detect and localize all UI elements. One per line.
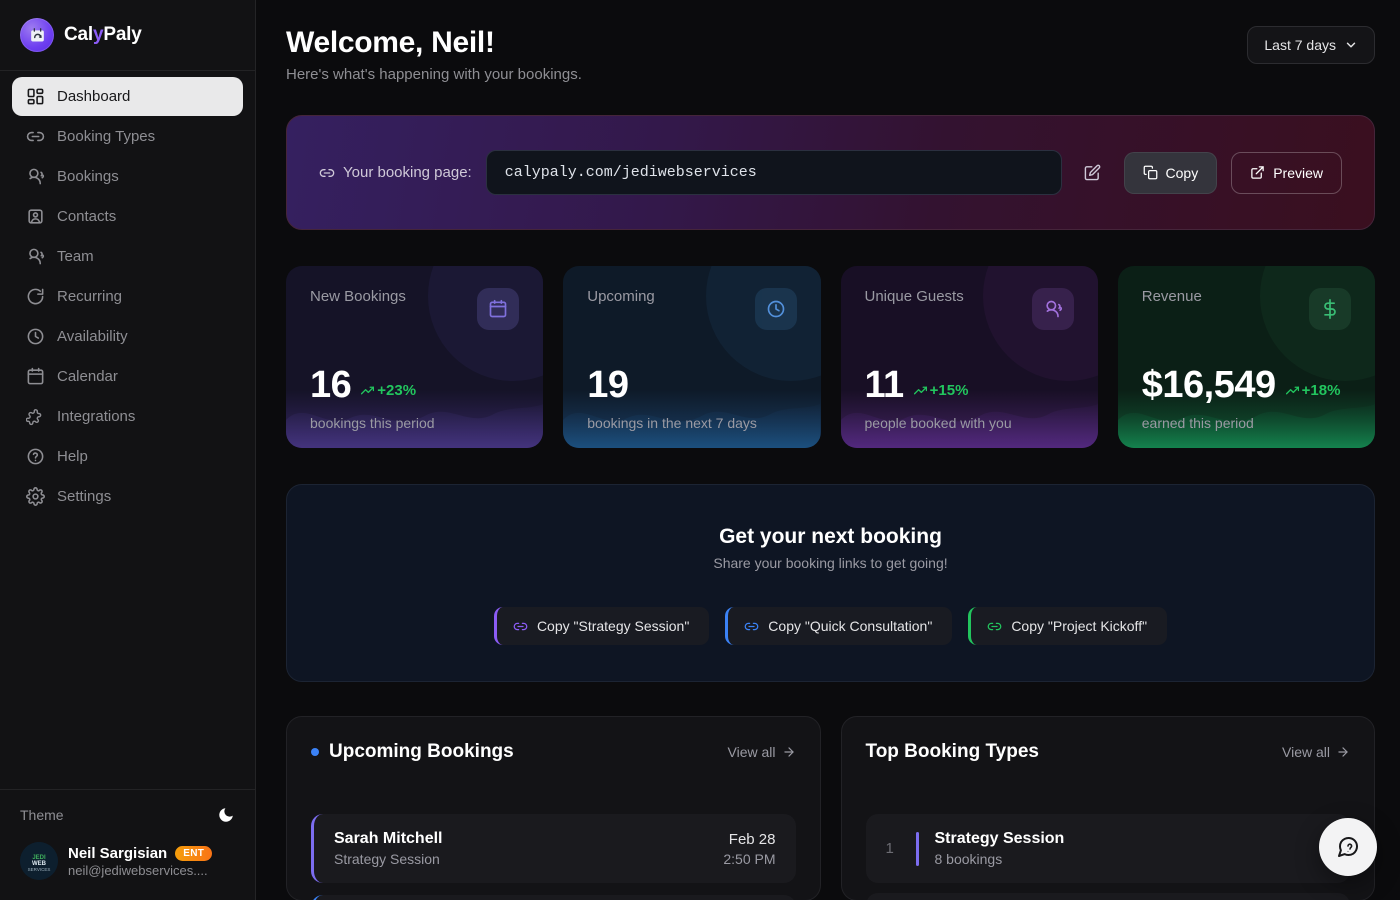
svg-text:SERVICES: SERVICES (28, 867, 51, 872)
